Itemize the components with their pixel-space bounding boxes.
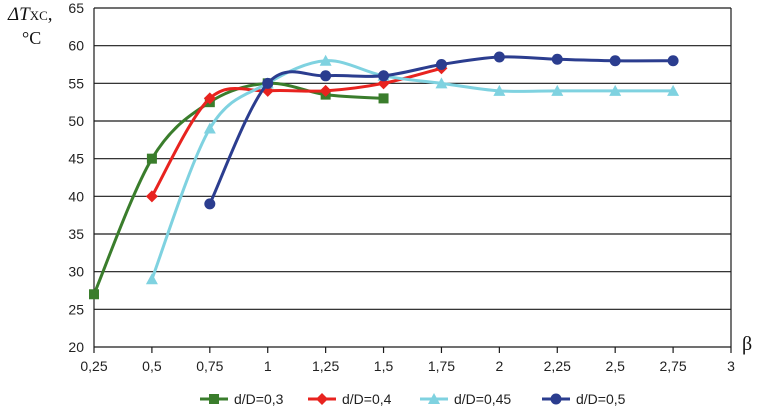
y-tick-label: 65 <box>68 0 84 16</box>
x-tick-label: 2 <box>495 358 503 374</box>
x-tick-label: 0,75 <box>196 358 223 374</box>
data-point <box>262 77 274 89</box>
data-point <box>204 198 216 210</box>
data-point <box>320 70 332 82</box>
data-point <box>319 54 332 66</box>
y-tick-label: 25 <box>68 301 84 317</box>
svg-text:ΔTXC,: ΔTXC, <box>7 4 53 25</box>
data-point <box>89 289 99 300</box>
data-point <box>493 51 505 63</box>
data-point <box>203 92 216 105</box>
y-tick-label: 40 <box>68 188 84 204</box>
x-tick-label: 2,5 <box>605 358 625 374</box>
data-point <box>435 59 447 70</box>
data-point <box>378 70 390 82</box>
x-tick-label: 1 <box>264 358 272 374</box>
series-group <box>89 51 680 300</box>
x-tick-label: 1,75 <box>428 358 455 374</box>
legend-marker <box>316 393 328 405</box>
data-point <box>667 84 680 96</box>
y-axis-suffix: , <box>48 4 53 25</box>
data-point <box>493 84 506 96</box>
legend: d/D=0,3 d/D=0,4 d/D=0,45 d/D=0,5 <box>200 391 626 407</box>
y-tick-label: 30 <box>68 264 84 280</box>
legend-label: d/D=0,45 <box>454 391 511 407</box>
data-point <box>551 53 563 65</box>
y-axis-label: ΔTXC, °C <box>7 4 53 48</box>
y-axis-subscript: XC <box>30 8 48 23</box>
data-point <box>145 273 158 285</box>
series-0 <box>89 78 389 300</box>
grid-lines <box>94 7 731 348</box>
x-tick-label: 0,25 <box>80 358 107 374</box>
y-tick-labels: 20 25 30 35 40 45 50 55 60 65 <box>68 0 84 355</box>
y-tick-label: 50 <box>68 113 84 129</box>
data-point <box>146 153 157 164</box>
legend-item: d/D=0,3 <box>200 391 284 407</box>
y-axis-unit: °C <box>22 28 41 48</box>
legend-marker <box>428 393 440 404</box>
y-axis-symbol: ΔT <box>7 4 31 25</box>
data-point <box>609 55 621 67</box>
legend-item: d/D=0,5 <box>542 391 626 407</box>
x-axis-label: β <box>742 333 752 355</box>
data-point <box>667 55 679 67</box>
legend-label: d/D=0,5 <box>576 391 626 407</box>
data-point <box>203 122 216 134</box>
series-line <box>92 81 386 296</box>
x-tick-label: 1,25 <box>312 358 339 374</box>
x-tick-labels: 0,25 0,5 0,75 1 1,25 1,5 1,75 2 2,25 2,5 2,75 3 <box>80 358 735 374</box>
legend-label: d/D=0,4 <box>342 391 392 407</box>
x-tick-label: 1,5 <box>374 358 394 374</box>
series-line <box>150 59 675 281</box>
x-tick-label: 0,5 <box>142 358 162 374</box>
legend-label: d/D=0,3 <box>234 391 284 407</box>
data-point <box>435 77 448 89</box>
data-point <box>145 190 158 203</box>
legend-marker <box>209 394 219 404</box>
y-tick-label: 20 <box>68 339 84 355</box>
data-point <box>319 84 332 97</box>
y-tick-label: 60 <box>68 38 84 54</box>
series-3 <box>204 51 679 210</box>
data-point <box>609 84 622 96</box>
legend-item: d/D=0,45 <box>420 391 511 407</box>
x-tick-label: 3 <box>727 358 735 374</box>
data-point <box>551 84 564 96</box>
y-tick-label: 45 <box>68 151 84 167</box>
y-tick-label: 55 <box>68 75 84 91</box>
x-tick-label: 2,25 <box>544 358 571 374</box>
x-tick-label: 2,75 <box>659 358 686 374</box>
y-tick-label: 35 <box>68 226 84 242</box>
legend-marker <box>550 393 562 405</box>
legend-item: d/D=0,4 <box>308 391 392 407</box>
data-point <box>378 93 389 104</box>
